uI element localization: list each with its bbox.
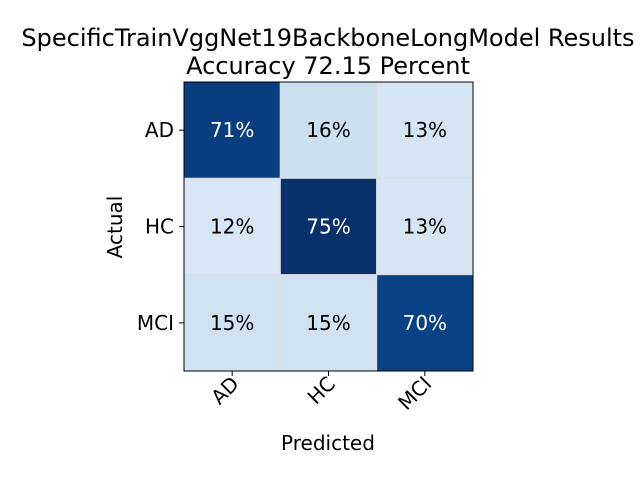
heatmap-cell — [183, 177, 281, 276]
chart-title-line-1: SpecificTrainVggNet19BackboneLongModel R… — [21, 24, 634, 52]
y-axis-ticks: AD HC MCI — [137, 118, 184, 335]
cell-value-label: 71% — [210, 118, 254, 142]
cell-value-label: 70% — [403, 311, 447, 335]
cell-value-label: 75% — [306, 215, 350, 239]
heatmap-cell-labels: 71% 16% 13% 12% 75% 13% 15% 15% 70% — [210, 118, 447, 335]
cell-value-label: 13% — [403, 215, 447, 239]
heatmap-cell — [183, 81, 281, 179]
cell-value-label: 13% — [403, 118, 447, 142]
heatmap-cell — [279, 274, 378, 372]
x-axis-ticks: AD HC MCI — [206, 371, 436, 415]
y-tick-label: HC — [145, 215, 174, 239]
x-tick-label: HC — [303, 372, 340, 409]
cell-value-label: 16% — [306, 118, 350, 142]
heatmap-cell — [279, 177, 378, 276]
chart-title-line-2: Accuracy 72.15 Percent — [186, 52, 470, 80]
y-tick-label: AD — [145, 118, 174, 142]
cell-value-label: 15% — [306, 311, 350, 335]
x-tick-label: MCI — [393, 372, 436, 415]
x-tick-label: AD — [206, 372, 244, 410]
y-axis-label: Actual — [103, 196, 127, 259]
heatmap-cell — [279, 81, 378, 179]
cell-value-label: 15% — [210, 311, 254, 335]
x-axis-label: Predicted — [281, 431, 375, 455]
cell-value-label: 12% — [210, 215, 254, 239]
y-tick-label: MCI — [137, 311, 174, 335]
heatmap-cell — [376, 177, 474, 276]
heatmap-cells — [183, 81, 474, 372]
